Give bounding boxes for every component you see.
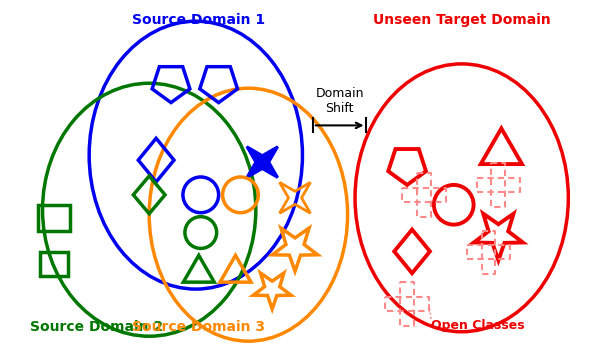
Text: Source Domain 2: Source Domain 2 (30, 320, 163, 334)
Text: Open Classes: Open Classes (431, 319, 525, 332)
Bar (40, 252, 68, 276)
Bar (38, 205, 70, 231)
Polygon shape (247, 147, 278, 177)
Text: Unseen Target Domain: Unseen Target Domain (373, 13, 551, 27)
Text: Source Domain 1: Source Domain 1 (132, 13, 266, 27)
Text: Source Domain 3: Source Domain 3 (132, 320, 266, 334)
Text: Domain
Shift: Domain Shift (315, 88, 364, 116)
